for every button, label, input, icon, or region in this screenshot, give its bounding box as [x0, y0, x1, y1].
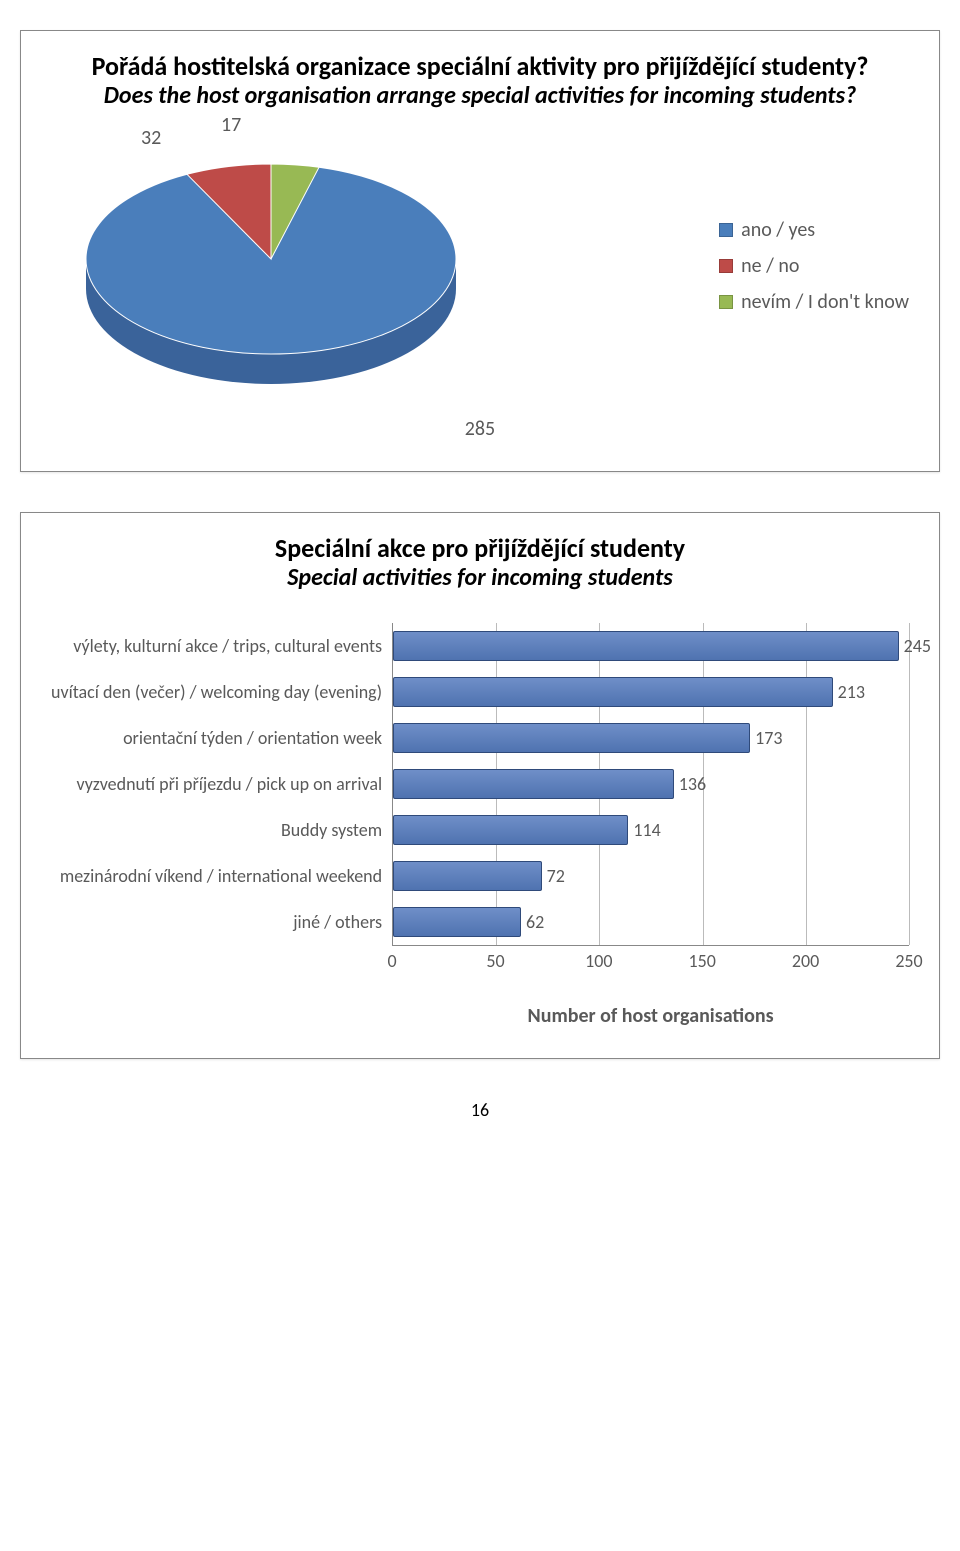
xtick-label: 0: [388, 950, 397, 972]
bar-xaxis: 050100150200250: [392, 950, 909, 974]
bar-row: 62: [393, 899, 909, 945]
pie-title-block: Pořádá hostitelská organizace speciální …: [51, 51, 909, 111]
gridline: [909, 623, 910, 945]
bar-title-sub: Special activities for incoming students: [51, 564, 909, 593]
pie-3d-svg: [51, 121, 491, 411]
bar-category-label: mezinárodní víkend / international weeke…: [51, 853, 382, 899]
bar-value-label: 62: [526, 911, 544, 933]
pie-chart-panel: Pořádá hostitelská organizace speciální …: [20, 30, 940, 472]
bar-title-block: Speciální akce pro přijíždějící studenty…: [51, 533, 909, 593]
page-number: 16: [20, 1099, 940, 1121]
bar-row: 72: [393, 853, 909, 899]
legend-swatch-no: [719, 259, 733, 273]
pie-legend: ano / yes ne / no nevím / I don't know: [719, 212, 909, 320]
bar-title-main: Speciální akce pro přijíždějící studenty: [51, 533, 909, 564]
bar: 245: [393, 631, 899, 661]
bar-category-labels: výlety, kulturní akce / trips, cultural …: [51, 623, 392, 1028]
bar-value-label: 245: [904, 635, 931, 657]
bar: 114: [393, 815, 628, 845]
bar-plot-area: výlety, kulturní akce / trips, cultural …: [51, 623, 909, 1028]
bar: 72: [393, 861, 542, 891]
legend-swatch-yes: [719, 223, 733, 237]
bar-row: 245: [393, 623, 909, 669]
bar-category-label: Buddy system: [51, 807, 382, 853]
bar-row: 114: [393, 807, 909, 853]
legend-item-dontknow: nevím / I don't know: [719, 284, 909, 320]
bar-value-label: 72: [547, 865, 565, 887]
bar-row: 213: [393, 669, 909, 715]
pie-title-main: Pořádá hostitelská organizace speciální …: [51, 51, 909, 82]
xtick-label: 250: [895, 950, 922, 972]
legend-item-no: ne / no: [719, 248, 909, 284]
bar-value-label: 173: [755, 727, 782, 749]
bar: 173: [393, 723, 750, 753]
bar-xlabel: Number of host organisations: [392, 1004, 909, 1028]
bar-category-label: orientační týden / orientation week: [51, 715, 382, 761]
bar: 136: [393, 769, 674, 799]
bar: 62: [393, 907, 521, 937]
pie-value-ano: 285: [51, 417, 909, 441]
bar-category-label: výlety, kulturní akce / trips, cultural …: [51, 623, 382, 669]
xtick-label: 50: [486, 950, 504, 972]
bar-chart-panel: Speciální akce pro přijíždějící studenty…: [20, 512, 940, 1059]
bar-value-label: 213: [838, 681, 865, 703]
legend-item-yes: ano / yes: [719, 212, 909, 248]
legend-label-yes: ano / yes: [741, 212, 815, 248]
bar-plot: 245 213 173 136 114 72 62: [392, 623, 909, 946]
bar-row: 173: [393, 715, 909, 761]
xtick-label: 150: [689, 950, 716, 972]
gridline: [806, 623, 807, 945]
legend-swatch-dontknow: [719, 295, 733, 309]
bar-value-label: 114: [633, 819, 660, 841]
bar-category-label: uvítací den (večer) / welcoming day (eve…: [51, 669, 382, 715]
pie-value-ne: 32: [141, 126, 161, 150]
pie-title-sub: Does the host organisation arrange speci…: [51, 82, 909, 111]
xtick-label: 200: [792, 950, 819, 972]
legend-label-no: ne / no: [741, 248, 799, 284]
bar-row: 136: [393, 761, 909, 807]
pie-plot-area: 32 17 ano / yes ne / no n: [51, 121, 909, 411]
pie-value-nevim: 17: [221, 113, 241, 137]
bar-category-label: vyzvednutí při příjezdu / pick up on arr…: [51, 761, 382, 807]
bar-value-label: 136: [679, 773, 706, 795]
bar-category-label: jiné / others: [51, 899, 382, 945]
xtick-label: 100: [585, 950, 612, 972]
legend-label-dontknow: nevím / I don't know: [741, 284, 909, 320]
bar: 213: [393, 677, 833, 707]
